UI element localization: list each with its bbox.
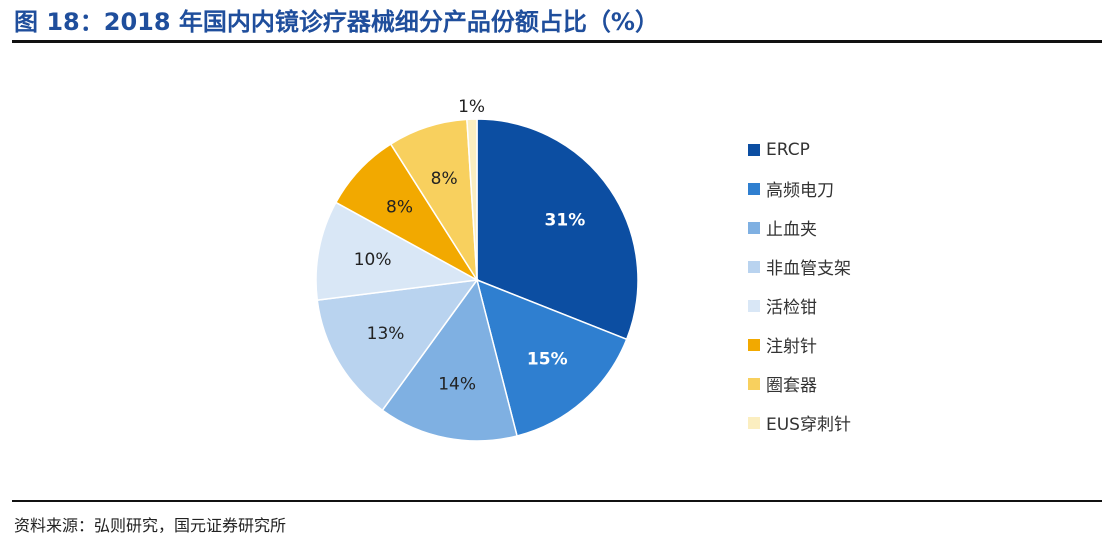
legend-label-7: EUS穿刺针 — [766, 415, 851, 435]
legend-label-0: ERCP — [766, 139, 810, 160]
legend-label-3: 非血管支架 — [766, 259, 851, 279]
legend-item-0: ERCP — [748, 130, 851, 169]
legend-item-1: 高频电刀 — [748, 169, 851, 208]
legend-item-5: 注射针 — [748, 325, 851, 364]
legend-swatch-3 — [748, 260, 760, 273]
pie-slice-1 — [475, 278, 628, 437]
legend-item-2: 止血夹 — [748, 208, 851, 247]
legend-swatch-4 — [748, 299, 760, 312]
slice-label-2: 14% — [438, 374, 476, 394]
pie-slice-7 — [466, 118, 478, 281]
legend-item-3: 非血管支架 — [748, 247, 851, 286]
legend-label-1: 高频电刀 — [766, 181, 834, 201]
legend-label-4: 活检钳 — [766, 298, 817, 318]
legend-swatch-6 — [748, 377, 760, 390]
legend-label-2: 止血夹 — [766, 220, 817, 240]
slice-label-1: 15% — [527, 350, 568, 370]
slice-label-7: 1% — [458, 97, 485, 117]
legend-item-4: 活检钳 — [748, 286, 851, 325]
legend-swatch-0 — [748, 143, 760, 156]
legend-label-5: 注射针 — [766, 337, 817, 357]
legend-label-6: 圈套器 — [766, 376, 817, 396]
slice-label-5: 8% — [386, 197, 413, 217]
legend-swatch-7 — [748, 416, 760, 429]
slice-label-4: 10% — [354, 250, 392, 270]
chart-title: 图 18：2018 年国内内镜诊疗器械细分产品份额占比（%） — [14, 8, 659, 36]
slice-label-6: 8% — [431, 169, 458, 189]
source-note: 资料来源：弘则研究，国元证券研究所 — [14, 516, 287, 535]
footer-divider — [12, 500, 1102, 502]
pie-slice-3 — [316, 279, 479, 412]
legend-item-7: EUS穿刺针 — [748, 403, 851, 442]
legend-item-6: 圈套器 — [748, 364, 851, 403]
slice-label-3: 13% — [367, 324, 405, 344]
legend-swatch-5 — [748, 338, 760, 351]
pie-slice-2 — [381, 278, 518, 442]
legend-swatch-2 — [748, 221, 760, 234]
slice-label-0: 31% — [545, 210, 586, 230]
chart-legend: ERCP 高频电刀止血夹非血管支架活检钳注射针圈套器 EUS穿刺针 — [748, 130, 851, 442]
title-divider — [12, 40, 1102, 43]
legend-swatch-1 — [748, 182, 760, 195]
pie-slice-0 — [476, 118, 639, 341]
pie-slice-4 — [315, 201, 480, 302]
